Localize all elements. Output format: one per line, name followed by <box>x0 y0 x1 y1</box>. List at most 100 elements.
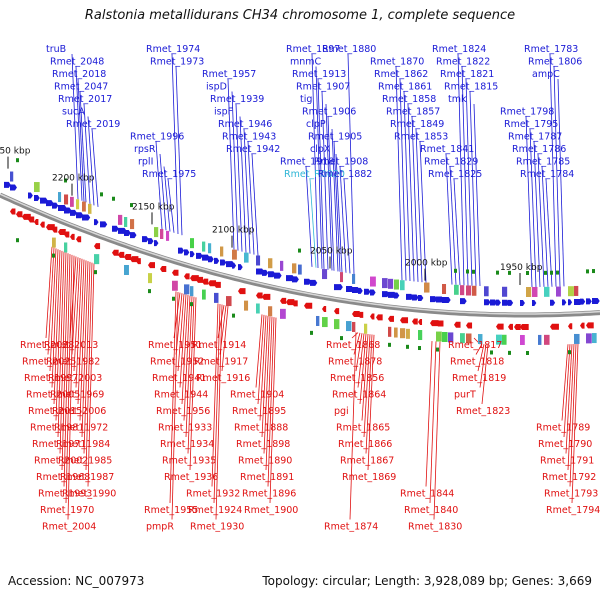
gene-label-top[interactable]: rpsR <box>134 144 156 155</box>
gene-label-bottom[interactable]: Rmet_1956 <box>156 406 210 417</box>
gene-label-bottom[interactable]: Rmet_1823 <box>456 406 510 417</box>
gene-label-bottom[interactable]: Rmet_1952 <box>150 357 204 368</box>
gene-label-top[interactable]: Rmet_R0020 <box>284 169 345 180</box>
gene-label-bottom[interactable]: pgi <box>334 406 349 417</box>
gene-label-top[interactable]: Rmet_1784 <box>520 169 574 180</box>
gene-label-bottom[interactable]: Rmet_2006 <box>52 406 106 417</box>
gene-label-bottom[interactable]: Rmet_1898 <box>236 439 290 450</box>
gene-label-bottom[interactable]: Rmet_1867 <box>340 456 394 467</box>
gene-label-bottom[interactable]: Rmet_2002 <box>34 456 88 467</box>
gene-label-bottom[interactable]: Rmet_1844 <box>400 489 454 500</box>
gene-label-top[interactable]: Rmet_1853 <box>394 132 448 143</box>
gene-label-bottom[interactable]: Rmet_1990 <box>62 489 116 500</box>
gene-label-bottom[interactable]: Rmet_1792 <box>542 472 596 483</box>
gene-label-top[interactable]: ispD <box>206 82 227 93</box>
gene-label-top[interactable]: Rmet_1787 <box>508 132 562 143</box>
gene-label-bottom[interactable]: Rmet_1865 <box>336 423 390 434</box>
gene-label-bottom[interactable]: Rmet_1985 <box>58 456 112 467</box>
gene-label-top[interactable]: Rmet_1785 <box>516 157 570 168</box>
gene-label-top[interactable]: Rmet_2047 <box>54 82 108 93</box>
gene-label-bottom[interactable]: Rmet_1878 <box>328 357 382 368</box>
gene-label-bottom[interactable]: Rmet_1856 <box>330 373 384 384</box>
gene-label-bottom[interactable]: Rmet_1933 <box>158 423 212 434</box>
gene-label-bottom[interactable]: Rmet_1970 <box>40 505 94 516</box>
gene-label-top[interactable]: Rmet_1913 <box>292 69 346 80</box>
gene-label-bottom[interactable]: Rmet_2015 <box>28 406 82 417</box>
gene-label-bottom[interactable]: Rmet_1904 <box>230 390 284 401</box>
gene-label-bottom[interactable]: Rmet_1935 <box>162 456 216 467</box>
gene-label-bottom[interactable]: Rmet_1924 <box>188 505 242 516</box>
gene-label-bottom[interactable]: Rmet_1819 <box>452 373 506 384</box>
gene-label-top[interactable]: Rmet_1829 <box>424 157 478 168</box>
gene-label-top[interactable]: Rmet_1862 <box>374 69 428 80</box>
gene-label-bottom[interactable]: Rmet_2003 <box>48 373 102 384</box>
gene-label-top[interactable]: Rmet_1861 <box>378 82 432 93</box>
gene-label-top[interactable]: Rmet_1815 <box>444 82 498 93</box>
gene-label-top[interactable]: Rmet_1908 <box>314 157 368 168</box>
gene-label-bottom[interactable]: Rmet_1840 <box>404 505 458 516</box>
gene-label-top[interactable]: Rmet_1975 <box>142 169 196 180</box>
gene-label-bottom[interactable]: Rmet_1866 <box>338 439 392 450</box>
gene-label-top[interactable]: sucA <box>62 107 85 118</box>
gene-label-top[interactable]: Rmet_2019 <box>66 119 120 130</box>
gene-label-top[interactable]: rplI <box>138 157 153 168</box>
gene-label-top[interactable]: Rmet_2018 <box>52 69 106 80</box>
gene-label-top[interactable]: Rmet_1906 <box>302 107 356 118</box>
gene-label-top[interactable]: ampC <box>532 69 560 80</box>
gene-label-bottom[interactable]: Rmet_1864 <box>332 390 386 401</box>
gene-label-bottom[interactable]: Rmet_1890 <box>238 456 292 467</box>
gene-label-bottom[interactable]: Rmet_1936 <box>164 472 218 483</box>
gene-label-top[interactable]: Rmet_1786 <box>512 144 566 155</box>
gene-label-bottom[interactable]: Rmet_1914 <box>192 340 246 351</box>
gene-label-top[interactable]: Rmet_1857 <box>386 107 440 118</box>
gene-label-bottom[interactable]: Rmet_1830 <box>408 522 462 533</box>
gene-label-top[interactable]: Rmet_1957 <box>202 69 256 80</box>
gene-label-top[interactable]: clpX <box>310 144 331 155</box>
gene-label-bottom[interactable]: Rmet_1972 <box>54 423 108 434</box>
gene-label-bottom[interactable]: Rmet_1896 <box>242 489 296 500</box>
gene-label-top[interactable]: Rmet_1880 <box>322 44 376 55</box>
gene-label-top[interactable]: Rmet_2048 <box>50 57 104 68</box>
gene-label-bottom[interactable]: Rmet_1817 <box>448 340 502 351</box>
gene-label-top[interactable]: Rmet_1806 <box>528 57 582 68</box>
gene-label-bottom[interactable]: Rmet_2005 <box>26 390 80 401</box>
gene-label-bottom[interactable]: Rmet_1982 <box>46 357 100 368</box>
gene-label-bottom[interactable]: Rmet_1793 <box>544 489 598 500</box>
gene-label-top[interactable]: mnmC <box>290 57 322 68</box>
gene-label-top[interactable]: Rmet_1821 <box>440 69 494 80</box>
gene-label-top[interactable]: Rmet_1858 <box>382 94 436 105</box>
gene-label-bottom[interactable]: purT <box>454 390 476 401</box>
gene-label-top[interactable]: tmk <box>448 94 467 105</box>
gene-label-top[interactable]: Rmet_1825 <box>428 169 482 180</box>
gene-label-bottom[interactable]: Rmet_1993 <box>38 489 92 500</box>
gene-label-top[interactable]: Rmet_1942 <box>226 144 280 155</box>
gene-label-bottom[interactable]: Rmet_1955 <box>144 505 198 516</box>
gene-label-top[interactable]: Rmet_1798 <box>500 107 554 118</box>
gene-label-bottom[interactable]: Rmet_1789 <box>536 423 590 434</box>
gene-label-bottom[interactable]: Rmet_1930 <box>190 522 244 533</box>
gene-label-top[interactable]: Rmet_1918 <box>280 157 334 168</box>
gene-label-top[interactable]: truB <box>46 44 66 55</box>
gene-label-bottom[interactable]: Rmet_1951 <box>148 340 202 351</box>
gene-label-bottom[interactable]: Rmet_1984 <box>56 439 110 450</box>
gene-label-top[interactable]: Rmet_2017 <box>58 94 112 105</box>
gene-label-bottom[interactable]: Rmet_1818 <box>450 357 504 368</box>
gene-label-bottom[interactable]: Rmet_1868 <box>326 340 380 351</box>
gene-label-bottom[interactable]: Rmet_1790 <box>538 439 592 450</box>
gene-label-bottom[interactable]: Rmet_1944 <box>154 390 208 401</box>
gene-label-bottom[interactable]: Rmet_1987 <box>60 472 114 483</box>
gene-label-bottom[interactable]: Rmet_2004 <box>42 522 96 533</box>
gene-label-top[interactable]: tig <box>300 94 312 105</box>
gene-label-top[interactable]: Rmet_1822 <box>436 57 490 68</box>
gene-label-bottom[interactable]: Rmet_2028 <box>20 340 74 351</box>
gene-label-bottom[interactable]: Rmet_1895 <box>232 406 286 417</box>
gene-label-top[interactable]: Rmet_1973 <box>150 57 204 68</box>
gene-label-bottom[interactable]: Rmet_1981 <box>30 423 84 434</box>
gene-label-top[interactable]: Rmet_1882 <box>318 169 372 180</box>
gene-label-top[interactable]: Rmet_1824 <box>432 44 486 55</box>
gene-label-top[interactable]: Rmet_1783 <box>524 44 578 55</box>
gene-label-top[interactable]: Rmet_1939 <box>210 94 264 105</box>
gene-label-bottom[interactable]: Rmet_1969 <box>50 390 104 401</box>
gene-label-top[interactable]: Rmet_1907 <box>296 82 350 93</box>
gene-label-top[interactable]: Rmet_1974 <box>146 44 200 55</box>
